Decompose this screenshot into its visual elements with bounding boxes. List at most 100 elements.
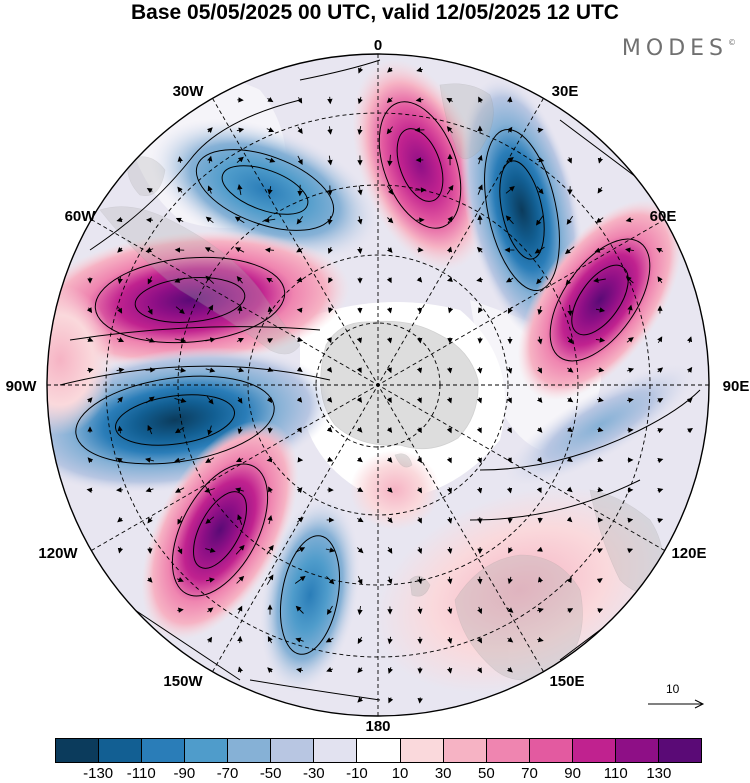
wind-vector	[416, 517, 422, 524]
colorbar-tick-label: -30	[302, 765, 325, 782]
wind-vector	[295, 547, 306, 553]
wind-vector	[294, 575, 306, 584]
wind-vector	[565, 275, 575, 286]
wind-vector	[416, 276, 423, 283]
wind-vector	[508, 306, 513, 314]
wind-vector	[387, 185, 394, 195]
wind-vector	[297, 97, 303, 104]
wind-vector	[267, 514, 273, 525]
wind-vector	[507, 576, 513, 585]
wind-vector	[267, 186, 273, 195]
wind-reference: 10	[648, 682, 705, 712]
colorbar-swatch	[356, 739, 400, 762]
wind-reference-label: 10	[666, 682, 680, 696]
streamline	[89, 99, 301, 251]
wind-vector	[356, 456, 363, 463]
colorbar-tick-label: -70	[216, 765, 239, 782]
wind-vector	[446, 184, 454, 195]
wind-vector	[174, 367, 187, 373]
wind-vector	[296, 487, 303, 494]
wind-vector	[477, 576, 483, 585]
wind-vector	[387, 154, 393, 167]
wind-vector	[147, 424, 153, 435]
wind-vector	[234, 216, 245, 224]
wind-vector	[176, 577, 184, 583]
wind-vector	[595, 217, 604, 224]
wind-vector	[447, 636, 453, 644]
wind-vector	[87, 336, 94, 342]
wind-vector	[297, 126, 303, 134]
wind-vector	[594, 247, 605, 253]
wind-vector	[388, 697, 394, 704]
lon-label-30e: 30E	[552, 83, 579, 100]
wind-vector	[657, 457, 664, 464]
wind-vector	[447, 307, 454, 314]
wind-vector	[417, 697, 423, 704]
wind-vector	[297, 155, 303, 166]
positive-centre-65e	[517, 199, 683, 401]
wind-vector	[266, 277, 274, 283]
wind-vector	[117, 396, 123, 403]
wind-vector	[177, 607, 184, 613]
wind-vector	[237, 666, 244, 673]
colorbar-swatch	[399, 739, 443, 762]
wind-vector	[657, 428, 664, 434]
wind-vector	[477, 517, 483, 524]
wind-vector	[657, 367, 664, 373]
wind-vector	[235, 247, 245, 253]
wind-vector	[387, 546, 393, 554]
wind-vector	[356, 396, 363, 403]
wind-vector	[566, 516, 573, 523]
colorbar-tick-label: -50	[259, 765, 282, 782]
modes-logo: MODES©	[622, 36, 736, 61]
wind-vector	[506, 487, 513, 494]
wind-vector	[206, 636, 213, 643]
wind-vector	[536, 186, 544, 195]
wind-vector	[417, 546, 423, 555]
positive-patch-170w	[350, 450, 440, 530]
lon-label-150e: 150E	[549, 673, 584, 690]
wind-vector	[447, 546, 453, 555]
wind-vector	[295, 637, 304, 643]
wind-vector	[416, 67, 423, 73]
wind-vector	[146, 188, 153, 194]
streamline	[171, 463, 269, 597]
wind-vector	[117, 247, 123, 253]
colorbar-tick-label: 70	[521, 765, 538, 782]
wind-vector	[145, 337, 155, 343]
wind-vector	[536, 546, 543, 552]
wind-vector	[207, 607, 214, 613]
wind-vector	[296, 427, 302, 434]
wind-vector	[236, 338, 244, 343]
wind-vector	[357, 185, 363, 196]
wind-vector	[564, 246, 575, 255]
wind-vector	[567, 304, 573, 317]
wind-vector	[296, 216, 304, 225]
wind-vector	[657, 398, 664, 404]
wind-vector	[117, 516, 124, 523]
wind-vector	[446, 397, 452, 404]
wind-vector	[205, 367, 216, 373]
wind-vector	[296, 667, 303, 673]
wind-vector	[506, 666, 513, 673]
lon-label-90e: 90E	[723, 378, 750, 395]
wind-vector	[415, 97, 424, 103]
wind-vector	[207, 304, 214, 315]
wind-vector	[506, 457, 512, 464]
wind-vector	[567, 608, 574, 614]
streamline	[299, 59, 381, 81]
meridian	[91, 219, 665, 551]
wind-vector	[235, 544, 245, 555]
wind-vector	[117, 547, 124, 554]
wind-vector	[296, 276, 303, 283]
wind-vector	[174, 277, 185, 283]
wind-vector	[417, 606, 423, 615]
wind-vector	[264, 247, 275, 253]
wind-vector	[626, 367, 635, 373]
wind-vector	[507, 367, 513, 374]
wind-vector	[357, 216, 363, 225]
wind-vector	[595, 337, 606, 343]
wind-vector	[327, 96, 333, 105]
wind-vector	[326, 576, 335, 585]
wind-vector	[357, 576, 363, 585]
